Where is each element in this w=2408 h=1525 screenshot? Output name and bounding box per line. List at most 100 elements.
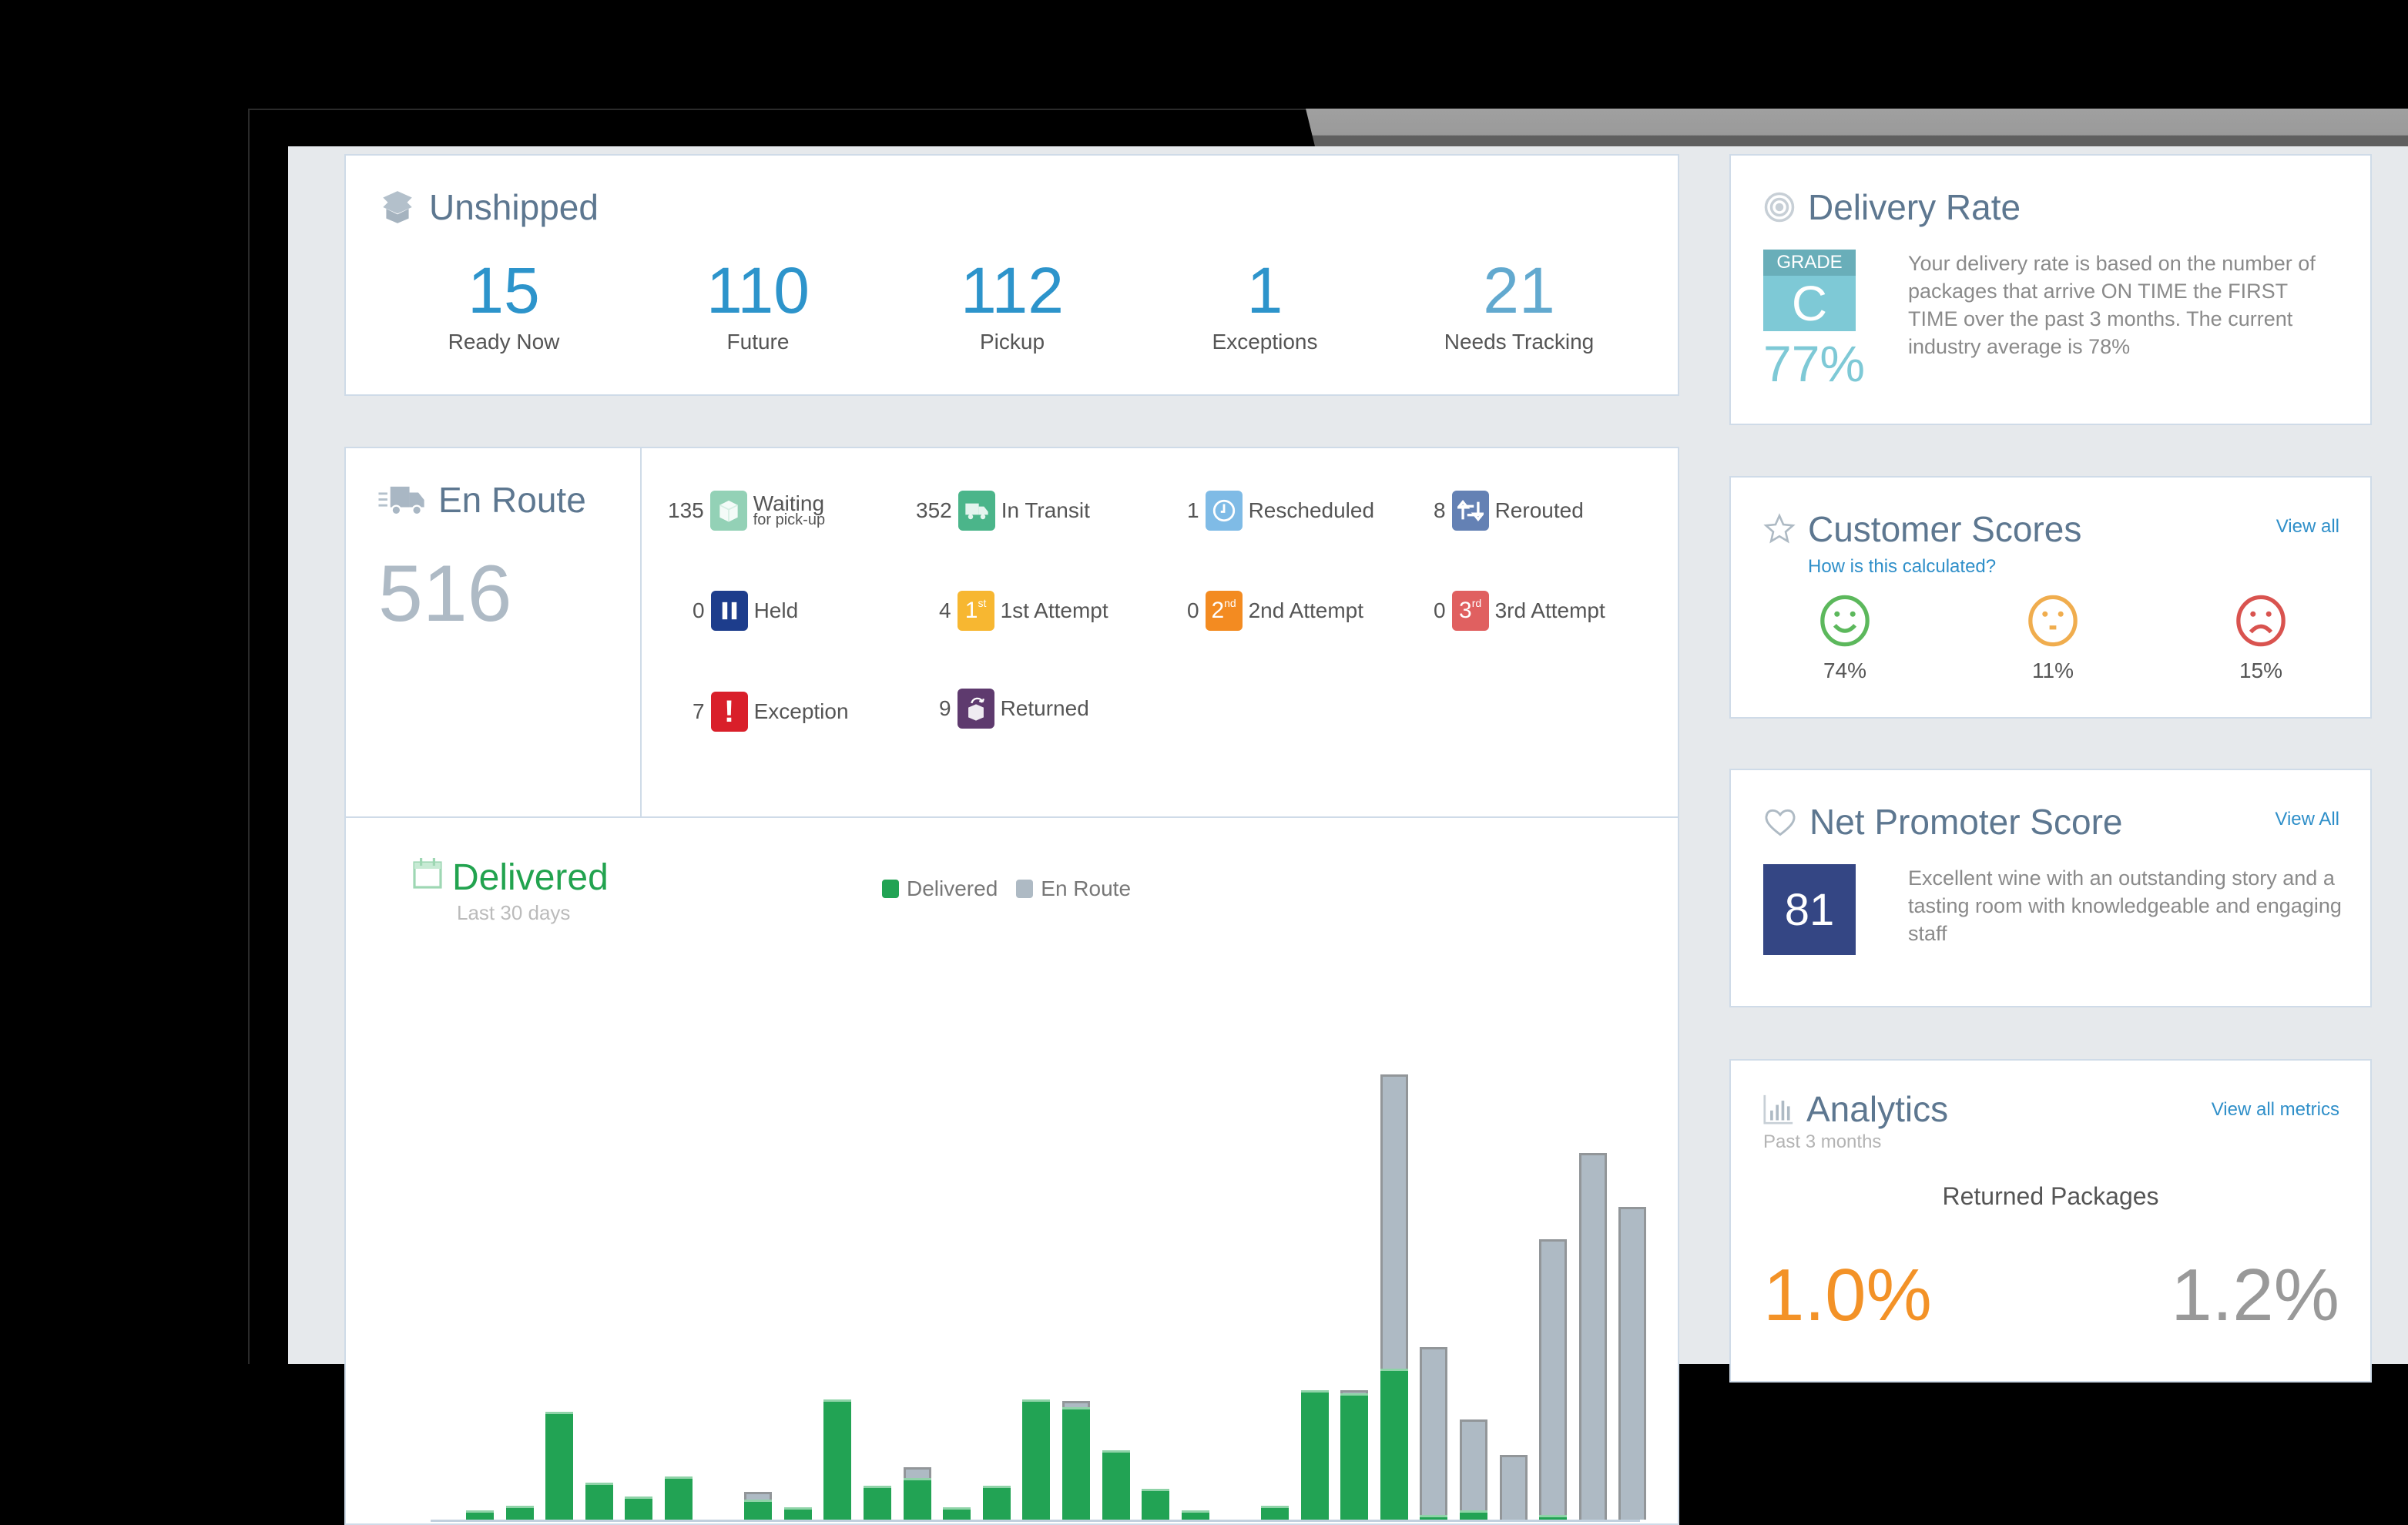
bar-segment-delivered <box>1181 1510 1209 1520</box>
stat-value: 110 <box>706 254 810 327</box>
chart-bar[interactable] <box>864 1486 891 1520</box>
nps-title-text: Net Promoter Score <box>1809 802 2123 842</box>
score-percent: 15% <box>2239 659 2283 682</box>
legend-swatch-en-route <box>1016 880 1034 898</box>
status-in-transit[interactable]: 352 In Transit <box>916 491 1090 531</box>
happy-face-icon <box>1820 595 1870 647</box>
chart-bar[interactable] <box>1142 1489 1170 1520</box>
chart-bar[interactable] <box>1340 1390 1369 1520</box>
score-sad: 15% <box>2215 593 2307 683</box>
chart-bar[interactable] <box>545 1412 574 1520</box>
returned-box-icon <box>957 689 994 729</box>
status-held[interactable]: 0 Held <box>693 591 798 631</box>
chart-bar[interactable] <box>1261 1506 1289 1520</box>
chart-bar[interactable] <box>823 1399 852 1520</box>
status-count: 7 <box>693 699 705 723</box>
badge-sup: st <box>978 597 987 609</box>
status-count: 1 <box>1187 498 1199 522</box>
stat-future[interactable]: 110 Future <box>658 256 858 354</box>
status-label: 2nd Attempt <box>1248 598 1364 622</box>
bar-segment-en-route <box>1062 1401 1090 1407</box>
chart-bar[interactable] <box>625 1497 653 1520</box>
chart-bar[interactable] <box>1499 1455 1528 1520</box>
badge-text: 2 <box>1211 598 1225 623</box>
customer-scores-title: Customer Scores <box>1763 508 2081 550</box>
bar-segment-en-route <box>1539 1239 1568 1515</box>
status-label: Held <box>753 598 799 622</box>
metric-label: Returned Packages <box>1942 1182 2159 1210</box>
stat-label: Pickup <box>979 330 1045 354</box>
chart-bar[interactable] <box>1420 1347 1448 1520</box>
open-box-icon <box>383 191 412 223</box>
bar-segment-en-route <box>1380 1074 1408 1369</box>
bar-segment-delivered <box>823 1399 852 1520</box>
how-calculated-link[interactable]: How is this calculated? <box>1808 556 1997 577</box>
bar-segment-delivered <box>783 1507 812 1520</box>
divider <box>346 816 1678 818</box>
unshipped-title: Unshipped <box>378 186 599 228</box>
chart-bar[interactable] <box>1102 1450 1130 1520</box>
unshipped-title-text: Unshipped <box>429 187 599 227</box>
heart-icon <box>1765 809 1796 836</box>
chart-bar[interactable] <box>1539 1239 1568 1520</box>
delivery-rate-percent: 77% <box>1763 335 1866 392</box>
status-waiting[interactable]: 135 Waiting for pick-up <box>668 491 825 531</box>
chart-bar[interactable] <box>1578 1153 1607 1520</box>
chart-bar[interactable] <box>466 1510 494 1520</box>
chart-bar[interactable] <box>665 1476 693 1520</box>
status-rerouted[interactable]: 8 Rerouted <box>1434 491 1584 531</box>
nps-description: Excellent wine with an outstanding story… <box>1908 866 2342 945</box>
chart-bar[interactable] <box>982 1486 1011 1520</box>
bar-plot-area <box>392 1060 1647 1522</box>
status-returned[interactable]: 9 Returned <box>939 689 1089 729</box>
stat-label: Ready Now <box>448 330 560 354</box>
chart-bar[interactable] <box>1618 1207 1647 1520</box>
bar-segment-delivered <box>1460 1510 1487 1520</box>
neutral-face-icon <box>2028 595 2078 647</box>
chart-bar[interactable] <box>1460 1419 1487 1520</box>
stat-needs-tracking[interactable]: 21 Needs Tracking <box>1419 256 1619 354</box>
stat-value: 21 <box>1483 254 1555 327</box>
bar-segment-delivered <box>1300 1390 1329 1520</box>
status-exception[interactable]: 7 ! Exception <box>693 692 849 732</box>
chart-bar[interactable] <box>585 1483 613 1520</box>
bar-segment-delivered <box>1102 1450 1130 1520</box>
reroute-icon <box>1451 491 1489 531</box>
badge-sup: rd <box>1471 597 1482 609</box>
stat-exceptions[interactable]: 1 Exceptions <box>1165 256 1365 354</box>
nps-view-all-link[interactable]: View All <box>2275 809 2339 830</box>
status-rescheduled[interactable]: 1 Rescheduled <box>1187 491 1374 531</box>
metric-compare-value: 1.2% <box>2171 1254 2339 1336</box>
stat-ready-now[interactable]: 15 Ready Now <box>404 256 604 354</box>
view-all-metrics-link[interactable]: View all metrics <box>2211 1099 2339 1120</box>
chart-bar[interactable] <box>783 1507 812 1520</box>
stat-pickup[interactable]: 112 Pickup <box>912 256 1112 354</box>
legend-label: En Route <box>1041 876 1132 900</box>
stat-label: Needs Tracking <box>1444 330 1595 354</box>
status-label: Rescheduled <box>1248 498 1375 522</box>
chart-bar[interactable] <box>744 1492 773 1520</box>
chart-bar[interactable] <box>903 1467 931 1520</box>
en-route-card: En Route 516 135 Waiting for pick-up 352… <box>344 447 1679 1525</box>
bar-segment-delivered <box>505 1506 534 1520</box>
delivery-rate-title-text: Delivery Rate <box>1808 187 2021 227</box>
chart-bar[interactable] <box>1022 1399 1051 1520</box>
chart-bar[interactable] <box>1380 1074 1408 1520</box>
chart-bar[interactable] <box>1300 1390 1329 1520</box>
bar-segment-delivered <box>585 1483 613 1520</box>
status-label: Exception <box>753 699 849 723</box>
chart-bar[interactable] <box>1181 1510 1209 1520</box>
chart-bar[interactable] <box>1062 1401 1090 1520</box>
customer-scores-view-all-link[interactable]: View all <box>2276 516 2339 537</box>
analytics-subtitle: Past 3 months <box>1763 1131 1882 1152</box>
chart-bar[interactable] <box>505 1506 534 1520</box>
bar-segment-en-route <box>744 1492 773 1500</box>
delivery-rate-card: Delivery Rate GRADE C 77% Your delivery … <box>1729 154 2372 425</box>
chart-bar[interactable] <box>943 1507 971 1520</box>
nps-score: 81 <box>1763 864 1856 955</box>
